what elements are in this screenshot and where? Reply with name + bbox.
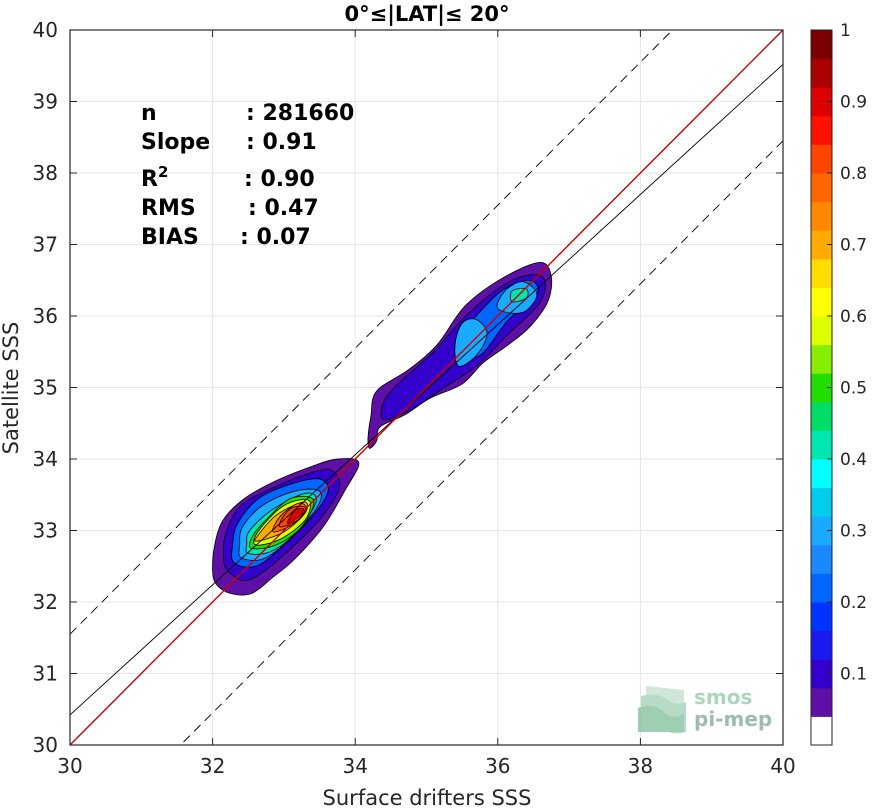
colorbar-bin — [811, 716, 832, 746]
stat-key-n: n — [141, 101, 157, 126]
stat-value-slope: : 0.91 — [246, 130, 317, 155]
colorbar-bin — [811, 401, 832, 431]
y-tick-label: 31 — [33, 662, 58, 686]
logo-line-1: smos — [694, 685, 752, 709]
x-tick-label: 34 — [342, 754, 367, 778]
x-tick-label: 32 — [200, 754, 225, 778]
colorbar-bin — [811, 344, 832, 374]
colorbar-bin — [811, 316, 832, 346]
y-tick-label: 34 — [33, 447, 58, 471]
y-tick-label: 30 — [33, 733, 58, 757]
y-tick-label: 37 — [33, 233, 58, 257]
colorbar-bin — [811, 630, 832, 660]
stat-key-rms: RMS — [141, 196, 196, 221]
colorbar-bin — [811, 201, 832, 231]
colorbar-bin — [811, 487, 832, 517]
colorbar-bin — [811, 173, 832, 203]
y-axis: 30 31 32 33 34 35 36 37 38 39 40 — [33, 18, 783, 757]
colorbar-tick-label: 0.7 — [840, 236, 867, 256]
colorbar-tick-label: 0.4 — [840, 450, 867, 470]
colorbar-bin — [811, 230, 832, 260]
colorbar-bin — [811, 544, 832, 574]
x-tick-label: 30 — [57, 754, 82, 778]
colorbar-tick-label: 1 — [840, 21, 851, 41]
stat-value-bias: : 0.07 — [240, 225, 311, 250]
colorbar-tick-label: 0.9 — [840, 93, 867, 113]
stat-value-rms: : 0.47 — [248, 196, 319, 221]
x-tick-label: 38 — [628, 754, 653, 778]
y-tick-label: 40 — [33, 18, 58, 42]
colorbar-bin — [811, 573, 832, 603]
lower-bound-line — [180, 140, 784, 746]
stat-key-slope: Slope — [141, 130, 210, 155]
colorbar-tick-label: 0.3 — [840, 522, 867, 542]
y-tick-label: 39 — [33, 90, 58, 114]
y-tick-label: 36 — [33, 304, 58, 328]
colorbar-bin — [811, 87, 832, 117]
colorbar-bin — [811, 258, 832, 288]
colorbar-tick-label: 0.1 — [840, 665, 867, 685]
logo-wave-icon — [638, 686, 686, 734]
y-tick-label: 33 — [33, 519, 58, 543]
colorbar-tick-label: 0.5 — [840, 379, 867, 399]
reference-lines — [69, 29, 784, 746]
stat-key-superscript: 2 — [158, 163, 168, 181]
x-tick-label: 36 — [485, 754, 510, 778]
x-tick-label: 40 — [770, 754, 795, 778]
colorbar-tick-label: 0.6 — [840, 307, 867, 327]
x-axis-label: Surface drifters SSS — [323, 786, 532, 808]
colorbar-bin — [811, 287, 832, 317]
stat-key-bias: BIAS — [141, 225, 199, 250]
colorbar-bin — [811, 144, 832, 174]
colorbar-tick-label: 0.2 — [840, 593, 867, 613]
regression-line — [69, 63, 784, 716]
smos-pi-mep-logo: smos pi-mep — [638, 685, 772, 734]
colorbar-bin — [811, 373, 832, 403]
colorbar-bin — [811, 430, 832, 460]
colorbar-bin — [811, 115, 832, 145]
colorbar-bin — [811, 58, 832, 88]
stat-value-r: : 0.90 — [244, 167, 315, 192]
colorbar-bin — [811, 687, 832, 717]
colorbar: 1 0.9 0.8 0.7 0.6 0.5 0.4 0.3 0.2 0.1 — [810, 21, 867, 746]
identity-line — [69, 29, 784, 746]
y-axis-label: Satellite SSS — [0, 322, 23, 455]
logo-line-2: pi-mep — [694, 707, 772, 731]
y-tick-label: 35 — [33, 376, 58, 400]
colorbar-tick-label: 0.8 — [840, 164, 867, 184]
colorbar-bin — [811, 30, 832, 60]
upper-bound-line — [69, 29, 673, 635]
stat-value-n: : 281660 — [246, 101, 354, 126]
grid-lines — [69, 29, 784, 746]
y-tick-label: 38 — [33, 161, 58, 185]
colorbar-bin — [811, 516, 832, 546]
colorbar-bin — [811, 459, 832, 489]
colorbar-bin — [811, 659, 832, 689]
chart-title: 0°≤|LAT|≤ 20° — [344, 2, 509, 27]
x-axis: 30 32 34 36 38 40 — [57, 30, 796, 778]
y-tick-label: 32 — [33, 590, 58, 614]
colorbar-bin — [811, 602, 832, 632]
